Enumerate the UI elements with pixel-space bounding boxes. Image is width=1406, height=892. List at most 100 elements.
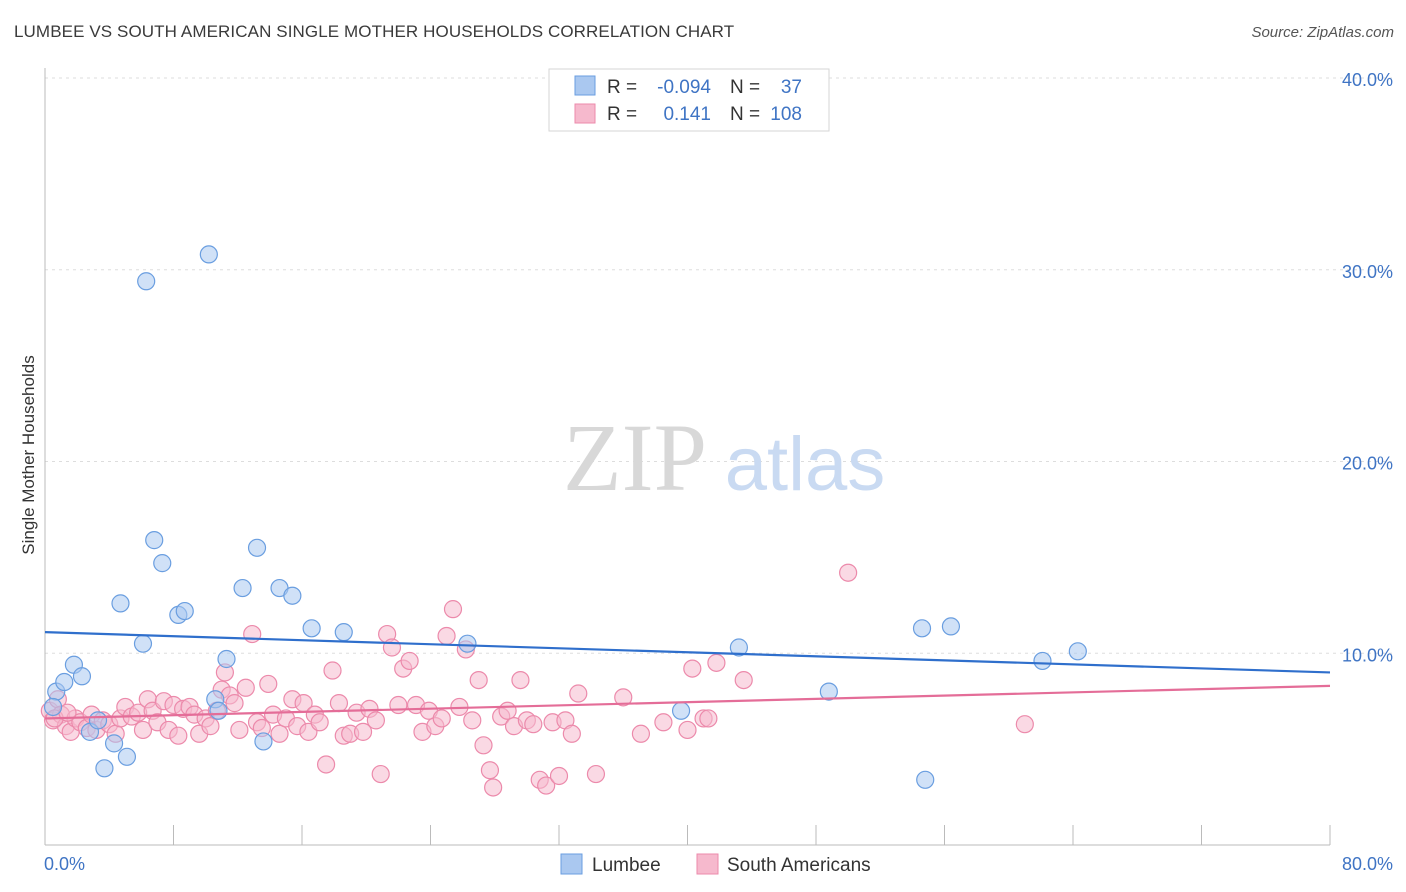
south-americans-point-18 [133,720,153,740]
x-tick-label-1: 80.0% [1342,854,1393,874]
lumbee-trend-line [44,631,1331,674]
south-americans-point-44 [270,724,289,743]
lumbee-point-34 [1033,651,1052,671]
lumbee-point-22 [254,732,273,751]
south-americans-point-76 [463,711,482,730]
y-tick-label-3: 40.0% [1342,70,1393,90]
series-legend: Lumbee South Americans [560,853,871,876]
south-americans-point-82 [498,701,517,720]
legend-n-label-2: N = [730,104,760,125]
south-americans-point-37 [230,720,249,740]
x-tick-label-0: 0.0% [44,854,85,874]
south-americans-point-93 [569,684,588,703]
y-tick-label-2: 30.0% [1342,262,1393,282]
lumbee-point-18 [209,701,228,720]
lumbee-point-12 [145,531,164,550]
south-americans-point-99 [683,659,702,678]
south-americans-point-42 [259,674,278,694]
lumbee-point-30 [819,682,838,701]
south-americans-point-64 [389,695,408,715]
watermark: ZIP atlas [563,404,885,511]
gridlines [45,77,1392,654]
lumbee-point-26 [334,623,353,642]
south-americans-point-53 [323,661,342,680]
lumbee-point-24 [283,586,302,605]
lumbee-point-19 [217,649,236,669]
south-americans-point-51 [310,713,329,732]
lumbee-point-31 [912,619,932,638]
lumbee-point-28 [671,701,691,720]
south-americans-point-25 [169,726,188,745]
south-americans-point-52 [316,755,336,774]
south-americans-point-36 [225,694,244,713]
lumbee-point-1 [55,672,74,692]
y-tick-label-1: 20.0% [1342,454,1393,474]
south-americans-point-86 [524,715,543,734]
south-americans-point-97 [654,713,673,732]
south-americans-point-88 [537,776,556,795]
legend-box [548,68,830,132]
lumbee-point-33 [941,617,961,636]
south-americans-point-66 [400,651,419,671]
south-americans-point-73 [443,600,463,619]
south-americans-point-63 [382,638,402,657]
south-americans-point-31 [201,717,220,736]
legend-r-value-1: -0.094 [657,77,711,98]
south-americans-point-72 [437,626,456,646]
lumbee-point-5 [88,711,108,730]
lumbee-point-13 [153,554,172,573]
lumbee-points [43,245,1087,789]
legend-r-value-2: 0.141 [663,104,711,125]
lumbee-point-29 [729,638,749,657]
lumbee-point-32 [916,770,935,789]
lumbee-point-9 [117,747,137,766]
lumbee-point-16 [199,245,218,264]
series-legend-south-americans: South Americans [727,855,871,876]
chart-title: LUMBEE VS SOUTH AMERICAN SINGLE MOTHER H… [14,22,735,41]
lumbee-point-10 [133,634,153,653]
lumbee-point-36 [43,697,63,717]
lumbee-point-15 [175,601,194,621]
source-label: Source: ZipAtlas.com [1251,24,1394,41]
series-legend-swatch-south-americans [696,853,719,875]
south-americans-point-71 [432,709,451,728]
south-americans-point-98 [678,720,697,740]
lumbee-point-27 [458,634,477,653]
south-americans-point-79 [480,761,500,780]
lumbee-point-21 [247,538,267,557]
south-americans-point-103 [734,670,753,690]
south-americans-point-101 [699,709,718,728]
south-americans-point-60 [366,711,385,730]
south-americans-point-61 [371,764,390,784]
legend-swatch-south-americans [574,103,596,124]
lumbee-point-7 [104,734,124,753]
south-americans-point-38 [236,678,255,697]
south-americans-points [40,563,1034,797]
south-americans-point-92 [562,724,581,743]
south-americans-point-80 [484,778,503,797]
south-americans-point-104 [839,563,858,582]
south-americans-trend-line [44,684,1331,720]
lumbee-point-6 [95,759,114,778]
south-americans-point-39 [243,624,262,644]
legend-n-value-1: 37 [781,77,802,98]
trend-lines [44,631,1331,720]
watermark-zip: ZIP [563,404,707,511]
legend-swatch-lumbee [574,75,596,96]
lumbee-point-35 [1068,642,1087,661]
y-axis-label: Single Mother Households [19,355,38,554]
lumbee-point-20 [233,578,252,598]
south-americans-point-54 [329,694,349,713]
lumbee-point-8 [111,594,130,613]
south-americans-point-95 [614,688,633,707]
south-americans-point-105 [1015,715,1034,734]
south-americans-point-77 [469,670,488,690]
tick-labels: 10.0% 20.0% 30.0% 40.0% 0.0% 80.0% [44,70,1393,874]
south-americans-point-84 [511,670,530,690]
south-americans-point-102 [707,653,726,672]
lumbee-point-11 [137,272,156,291]
lumbee-point-3 [72,667,92,686]
legend-n-label-1: N = [730,77,760,98]
south-americans-point-94 [586,764,606,784]
y-tick-label-0: 10.0% [1342,645,1393,665]
